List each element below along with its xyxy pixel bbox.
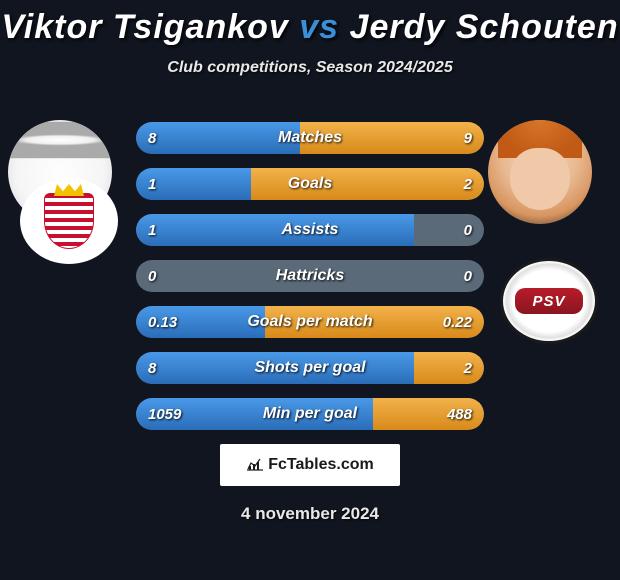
player2-club-badge: PSV	[500, 258, 598, 344]
stat-right-value: 0	[464, 260, 472, 292]
stat-row: 1059488Min per goal	[136, 398, 484, 430]
title-vs: vs	[299, 8, 339, 46]
stat-left-fill	[136, 352, 414, 384]
title-player1: Viktor Tsigankov	[1, 8, 288, 46]
stat-left-value: 8	[148, 122, 156, 154]
stat-right-value: 9	[464, 122, 472, 154]
stat-right-fill	[300, 122, 484, 154]
subtitle: Club competitions, Season 2024/2025	[0, 59, 620, 77]
chart-icon	[246, 457, 264, 474]
avatar-face-shape	[510, 148, 570, 210]
stat-left-value: 8	[148, 352, 156, 384]
player2-avatar	[488, 120, 592, 224]
stat-right-value: 2	[464, 168, 472, 200]
stat-right-value: 0	[464, 214, 472, 246]
footer-date: 4 november 2024	[0, 504, 620, 524]
stat-right-value: 2	[464, 352, 472, 384]
stat-left-value: 0.13	[148, 306, 177, 338]
stat-row: 12Goals	[136, 168, 484, 200]
player1-club-badge	[20, 178, 118, 264]
girona-crest-icon	[44, 193, 94, 249]
stat-row: 10Assists	[136, 214, 484, 246]
crown-icon	[54, 184, 84, 196]
stat-right-fill	[251, 168, 484, 200]
stat-left-fill	[136, 122, 300, 154]
stat-right-value: 488	[447, 398, 472, 430]
psv-badge-label: PSV	[515, 288, 583, 314]
stat-row: 0.130.22Goals per match	[136, 306, 484, 338]
stat-right-value: 0.22	[443, 306, 472, 338]
stat-left-value: 0	[148, 260, 156, 292]
stat-left-value: 1	[148, 214, 156, 246]
stat-left-fill	[136, 214, 414, 246]
stat-label: Hattricks	[136, 260, 484, 292]
stat-left-value: 1	[148, 168, 156, 200]
stat-right-fill	[414, 352, 484, 384]
stat-row: 89Matches	[136, 122, 484, 154]
page-title: Viktor Tsigankov vs Jerdy Schouten	[0, 0, 620, 47]
brand-logo[interactable]: FcTables.com	[220, 444, 400, 486]
stat-left-value: 1059	[148, 398, 181, 430]
comparison-card: Viktor Tsigankov vs Jerdy Schouten Club …	[0, 0, 620, 580]
title-player2: Jerdy Schouten	[350, 8, 619, 46]
stat-row: 82Shots per goal	[136, 352, 484, 384]
brand-label: FcTables.com	[268, 456, 374, 474]
placeholder-silhouette-icon	[8, 122, 112, 158]
comparison-bars: 89Matches12Goals10Assists00Hattricks0.13…	[136, 122, 484, 444]
stat-row: 0 0Hattricks	[136, 260, 484, 292]
